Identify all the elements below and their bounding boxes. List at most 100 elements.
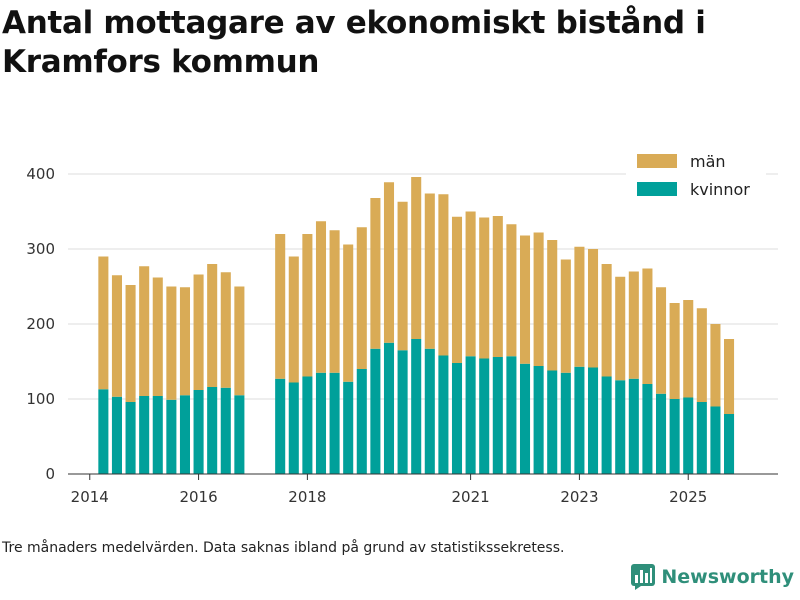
bar-kvinnor-2020-Q4: [451, 363, 463, 474]
bar-kvinnor-2017-Q4: [288, 382, 299, 474]
y-tick-label: 400: [26, 165, 55, 183]
bar-kvinnor-2018-Q4: [343, 381, 354, 474]
bar-man-2024-Q4: [669, 303, 680, 399]
bar-man-2025-Q4: [724, 339, 735, 414]
bar-kvinnor-2019-Q3: [383, 342, 395, 474]
legend-label-kvinnor: kvinnor: [690, 180, 750, 199]
bar-kvinnor-2016-Q4: [234, 395, 245, 474]
bar-man-2015-Q4: [179, 287, 191, 396]
legend-swatch-man: [637, 154, 677, 168]
bar-man-2025-Q2: [696, 308, 707, 402]
x-tick-label: 2021: [452, 488, 490, 506]
bar-kvinnor-2024-Q2: [642, 384, 653, 474]
bar-kvinnor-2025-Q1: [683, 397, 694, 474]
bar-man-2023-Q3: [601, 264, 612, 377]
bar-kvinnor-2020-Q2: [424, 348, 435, 474]
bar-man-2019-Q1: [356, 227, 367, 369]
bar-kvinnor-2015-Q3: [166, 399, 177, 474]
bar-kvinnor-2021-Q1: [465, 356, 476, 474]
bar-kvinnor-2019-Q4: [397, 350, 408, 474]
bar-kvinnor-2018-Q1: [302, 376, 313, 474]
x-tick-label: 2023: [560, 488, 598, 506]
bar-man-2015-Q1: [139, 266, 150, 396]
x-tick-label: 2025: [669, 488, 707, 506]
legend-label-man: män: [690, 152, 726, 171]
bar-kvinnor-2016-Q2: [207, 387, 218, 474]
bar-kvinnor-2019-Q2: [370, 348, 381, 474]
bar-man-2020-Q2: [424, 193, 435, 349]
bar-kvinnor-2025-Q4: [724, 414, 735, 474]
bar-kvinnor-2015-Q4: [179, 395, 191, 474]
bar-kvinnor-2019-Q1: [356, 369, 367, 474]
bar-kvinnor-2021-Q4: [506, 356, 517, 474]
bar-man-2020-Q3: [438, 194, 449, 356]
bar-kvinnor-2024-Q3: [655, 393, 667, 474]
y-tick-label: 100: [26, 390, 55, 408]
bar-man-2021-Q2: [479, 217, 490, 359]
bar-man-2024-Q1: [628, 271, 639, 379]
bar-kvinnor-2022-Q3: [547, 370, 558, 474]
bar-kvinnor-2016-Q3: [220, 387, 231, 474]
bar-man-2022-Q3: [547, 240, 558, 371]
bar-man-2014-Q4: [125, 285, 136, 402]
bar-kvinnor-2025-Q2: [696, 402, 707, 474]
bar-kvinnor-2022-Q1: [519, 363, 531, 474]
bar-kvinnor-2025-Q3: [710, 406, 721, 474]
bar-man-2018-Q2: [315, 221, 327, 373]
bar-man-2019-Q3: [383, 182, 395, 343]
y-tick-label: 0: [45, 465, 55, 483]
bar-man-2023-Q1: [574, 246, 585, 367]
bar-kvinnor-2021-Q3: [492, 357, 503, 474]
bar-man-2016-Q1: [193, 274, 204, 390]
bar-man-2014-Q2: [98, 256, 109, 390]
bar-kvinnor-2020-Q3: [438, 355, 449, 474]
y-tick-label: 200: [26, 315, 55, 333]
bar-man-2021-Q4: [506, 224, 517, 357]
bar-man-2016-Q2: [207, 264, 218, 387]
bar-kvinnor-2014-Q4: [125, 402, 136, 474]
footnote: Tre månaders medelvärden. Data saknas ib…: [2, 540, 565, 556]
x-axis-ticks: 2014 2016 2018 2021 2023 2025: [71, 474, 707, 506]
legend-swatch-kvinnor: [637, 182, 677, 196]
bar-man-2023-Q2: [587, 249, 599, 368]
bar-kvinnor-2021-Q2: [479, 358, 490, 474]
bar-man-2022-Q2: [533, 232, 544, 366]
bar-kvinnor-2014-Q2: [98, 389, 109, 474]
x-tick-label: 2014: [71, 488, 109, 506]
bar-man-2019-Q4: [397, 201, 408, 351]
bar-man-2017-Q3: [275, 234, 286, 379]
bar-kvinnor-2023-Q4: [615, 380, 626, 474]
bar-man-2018-Q4: [343, 244, 354, 382]
bar-man-2022-Q4: [560, 259, 571, 373]
bar-kvinnor-2018-Q2: [315, 372, 327, 474]
bar-man-2016-Q3: [220, 272, 231, 388]
y-tick-label: 300: [26, 240, 55, 258]
bar-man-2024-Q2: [642, 268, 653, 384]
bar-man-2015-Q2: [152, 277, 163, 396]
bar-kvinnor-2017-Q3: [275, 378, 286, 474]
bar-man-2024-Q3: [655, 287, 667, 394]
bar-kvinnor-2024-Q4: [669, 399, 680, 474]
bar-man-2018-Q3: [329, 230, 340, 373]
bars: [98, 177, 735, 474]
bar-man-2015-Q3: [166, 286, 177, 400]
bar-kvinnor-2015-Q1: [139, 396, 150, 474]
bar-kvinnor-2022-Q2: [533, 366, 544, 474]
bar-kvinnor-2023-Q1: [574, 366, 585, 474]
bar-kvinnor-2014-Q3: [111, 396, 122, 474]
bar-man-2021-Q1: [465, 211, 476, 357]
bar-man-2019-Q2: [370, 198, 381, 349]
x-tick-label: 2018: [288, 488, 326, 506]
bar-man-2021-Q3: [492, 216, 503, 357]
bar-kvinnor-2023-Q3: [601, 376, 612, 474]
bar-kvinnor-2022-Q4: [560, 372, 571, 474]
brand-logo[interactable]: Newsworthy: [631, 564, 794, 590]
bar-man-2020-Q1: [411, 177, 422, 339]
chart-title: Antal mottagare av ekonomiskt bistånd i …: [2, 5, 706, 80]
bar-kvinnor-2016-Q1: [193, 390, 204, 474]
bar-kvinnor-2023-Q2: [587, 367, 599, 474]
bar-man-2025-Q3: [710, 324, 721, 407]
brand-name: Newsworthy: [661, 566, 794, 588]
bar-kvinnor-2015-Q2: [152, 396, 163, 474]
